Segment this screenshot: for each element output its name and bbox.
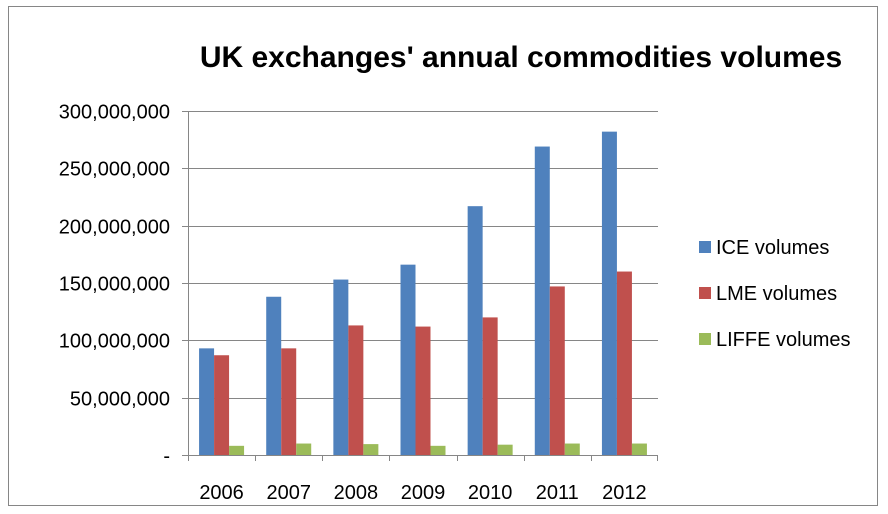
bar [266,296,282,455]
legend-swatch [699,287,711,299]
y-tick-label: - [163,446,170,468]
y-axis: - 50,000,000 100,000,000 150,000,000 200,000… [59,102,189,468]
x-tick-label: 2008 [334,482,379,504]
y-tick-label: 150,000,000 [59,274,170,296]
bar [333,279,349,455]
legend: ICE volumes LME volumes LIFFE volumes [699,237,850,351]
bar [616,271,632,455]
bars [199,131,647,455]
bar [199,348,215,455]
bar [430,445,446,455]
bar [348,325,364,455]
bar [467,206,483,455]
x-tick-label: 2009 [401,482,446,504]
bar [601,131,617,455]
y-tick-label: 50,000,000 [70,389,170,411]
x-axis: 2006 2007 2008 2009 2010 2011 2012 [188,455,658,504]
legend-label: LIFFE volumes [716,329,850,351]
bar [214,355,230,455]
legend-swatch [699,333,711,345]
chart-title: UK exchanges' annual commodities volumes [200,41,842,74]
x-tick-label: 2006 [199,482,244,504]
legend-label: LME volumes [716,283,837,305]
x-tick-label: 2010 [468,482,513,504]
bar [281,348,297,455]
bar [229,445,245,455]
bar [363,444,379,455]
bar [482,317,498,455]
legend-label: ICE volumes [716,237,829,259]
y-tick-label: 200,000,000 [59,217,170,239]
legend-swatch [699,241,711,253]
y-tick-label: 100,000,000 [59,331,170,353]
x-tick-label: 2011 [536,482,579,504]
chart-frame [8,6,878,506]
x-tick-label: 2007 [266,482,311,504]
bar [549,286,565,455]
bar [497,444,513,455]
bar [631,443,647,455]
bar [415,326,431,455]
bar [296,443,312,455]
x-tick-label: 2012 [602,482,647,504]
bar [564,443,580,455]
bar [400,264,416,455]
y-tick-label: 250,000,000 [59,159,170,181]
bar [534,146,550,455]
y-tick-label: 300,000,000 [59,102,170,124]
